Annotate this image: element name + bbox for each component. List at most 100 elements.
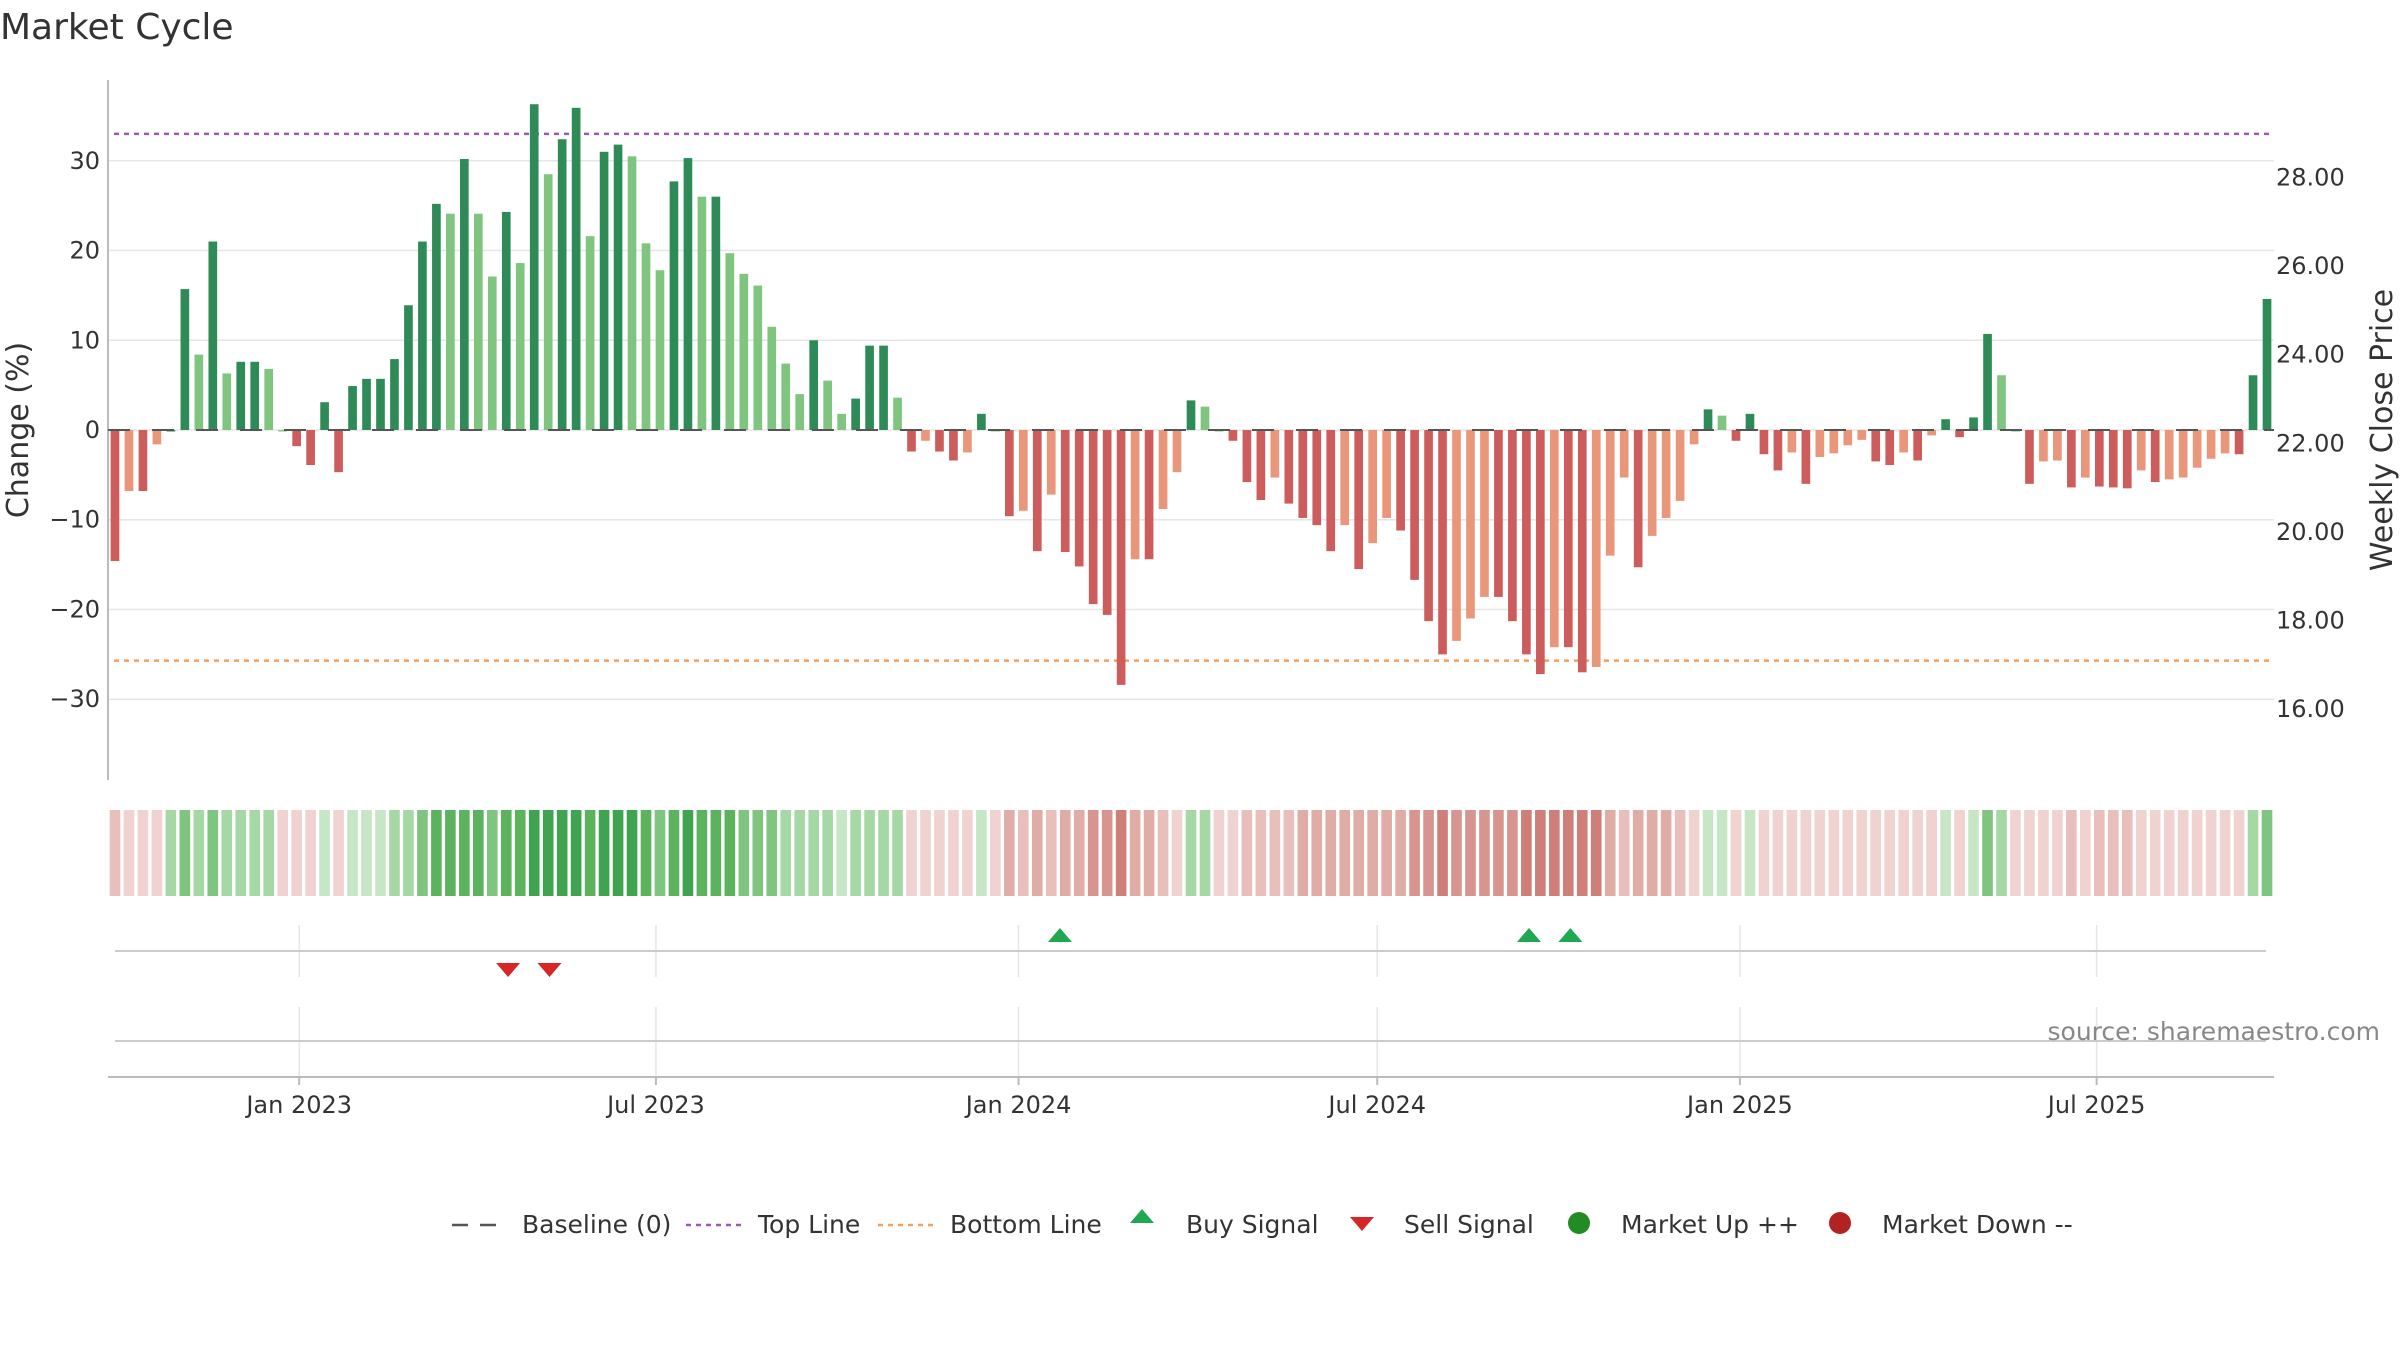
heat-cell [249,810,261,896]
heat-cell [1409,810,1420,896]
heat-cell [1674,810,1686,896]
heat-cell [1241,810,1253,896]
bar [669,181,679,430]
heat-cell [528,810,540,896]
heat-cell [277,810,288,896]
y2-tick-label: 26.00 [2276,252,2345,280]
heat-cell [1982,810,1993,896]
bar [1591,430,1601,667]
heat-cell [1493,810,1504,896]
heat-cell [1423,810,1434,896]
bar [781,363,791,430]
bar [2178,430,2188,478]
bar [1382,430,1391,518]
heat-cell [151,810,163,896]
bar [2122,430,2132,489]
heat-cell [2038,810,2049,896]
y-tick-label: −10 [49,506,100,534]
legend-label: Top Line [757,1210,860,1239]
legend-label: Baseline (0) [522,1210,671,1239]
bar [222,373,232,430]
legend-sell-swatch [1350,1217,1374,1231]
sell-signal-marker [496,963,521,977]
y-tick-label: 10 [69,326,100,354]
bar [571,107,581,431]
bar [1158,430,1168,509]
heat-cell [668,810,680,896]
heat-cell [542,810,554,896]
heat-cell [724,810,736,896]
bar [795,394,805,430]
change-bars [110,104,2272,685]
bar [110,430,120,562]
heat-cell [1688,810,1700,896]
heat-cell [682,810,694,896]
bar [208,241,218,430]
heat-cell [1590,810,1602,896]
legend-label: Market Up ++ [1621,1210,1799,1239]
bar [809,340,819,430]
bar [1088,430,1098,605]
bar [683,158,693,431]
bar [1480,430,1489,597]
source-note: source: sharemaestro.com [2048,1017,2381,1046]
bar [1997,375,2006,430]
bar [264,368,274,430]
heat-cell [1031,810,1043,896]
heat-cell [766,810,778,896]
y2-axis-title: Weekly Close Price [2365,289,2400,571]
heat-cell [1716,810,1728,896]
heat-cell [235,810,247,896]
bar [515,263,525,430]
bar [2081,430,2090,478]
bar [446,213,455,430]
heat-cell [221,810,233,896]
bar [1130,430,1140,560]
y-tick-label: −20 [49,595,100,623]
bar [1577,430,1587,673]
heat-cell [1660,810,1672,896]
heat-cell [291,810,302,896]
legend-market-down-swatch [1829,1212,1851,1234]
bar [823,380,833,430]
legend-label: Bottom Line [950,1210,1102,1239]
bar [2164,430,2174,480]
bar [599,151,609,431]
bar [543,174,553,430]
heat-cell [1535,810,1546,896]
heat-cell [2191,810,2203,896]
bar [1983,333,1992,430]
heat-cell [1814,810,1826,896]
heat-cell [1618,810,1630,896]
heat-cell [1856,810,1868,896]
bar [236,361,246,430]
heat-cell [1758,810,1770,896]
heat-cell [808,810,820,896]
bar [711,196,721,430]
bar [585,236,595,430]
heat-cell [1744,810,1756,896]
bar [2206,430,2216,459]
bar [1312,430,1322,526]
heat-cell [2024,810,2035,896]
heat-cell [1730,810,1742,896]
heat-cell [500,810,512,896]
heat-cell [752,810,764,896]
heat-cell [1646,810,1658,896]
heat-cell [1115,810,1127,896]
bar [124,430,134,492]
bar [725,253,735,430]
legend: Baseline (0) Top Line Bottom Line Buy Signa… [452,1209,2073,1239]
bar [837,413,846,430]
bar [1913,430,1922,461]
heat-cell [1157,810,1169,896]
bar [1605,430,1615,556]
bar [1675,430,1685,501]
y2-tick-label: 24.00 [2276,341,2345,369]
heat-cell [514,810,526,896]
y-tick-label: 20 [69,237,100,265]
bar [1018,430,1028,511]
heat-cell [1171,810,1183,896]
bar [2192,430,2202,468]
bar [1256,430,1266,500]
